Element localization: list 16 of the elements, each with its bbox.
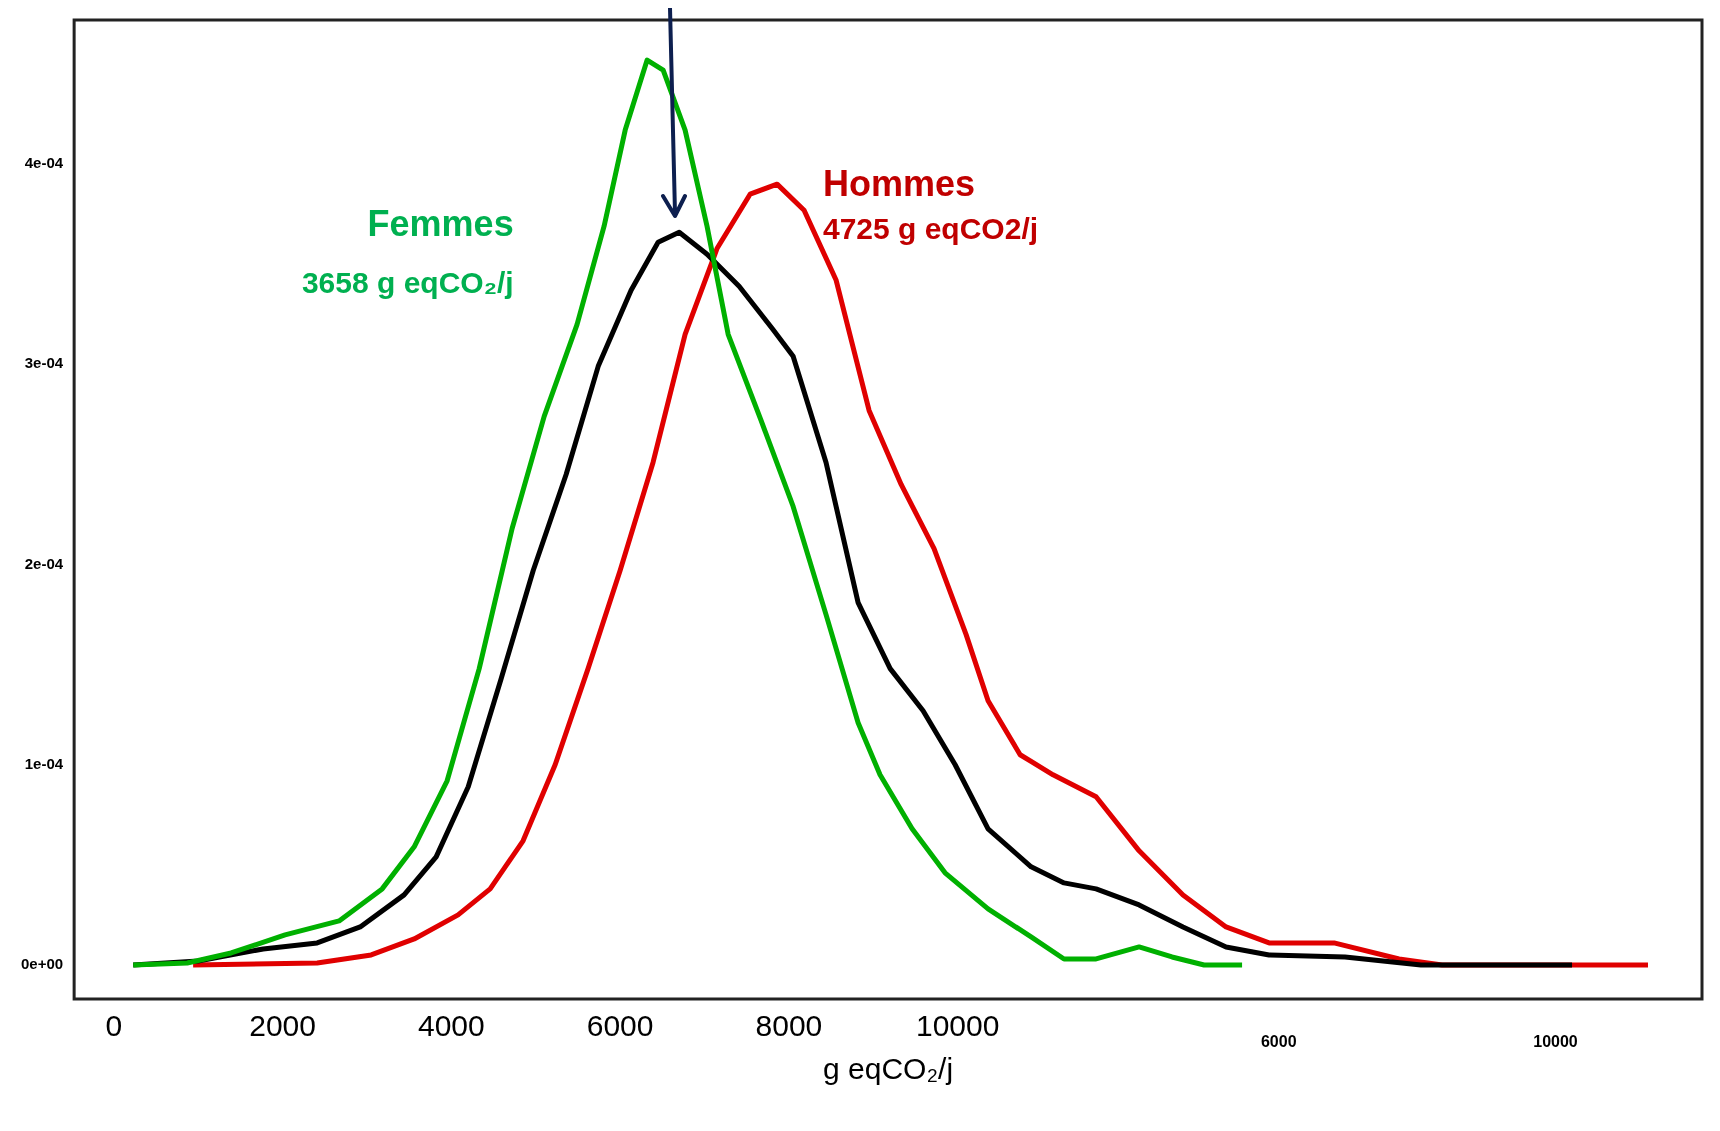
- annotation: 4725 g eqCO2/j: [822, 211, 1039, 245]
- y-tick-label: 0e+00: [20, 955, 64, 973]
- annotation: Femmes: [367, 202, 514, 244]
- x-tick-label: 2000: [249, 1009, 316, 1043]
- y-tick-label: 4e-04: [24, 154, 64, 172]
- y-tick-label: 2e-04: [24, 554, 64, 572]
- x-tick-label: 6000: [586, 1009, 654, 1043]
- y-tick-label: 3e-04: [24, 354, 64, 372]
- annotation: Hommes: [822, 163, 976, 205]
- x-axis-title: g eqCO₂/j: [823, 1052, 954, 1086]
- annotation: 3658 g eqCO₂/j: [301, 265, 514, 299]
- x-tick-label: 0: [105, 1009, 123, 1043]
- x-tick-label: 8000: [755, 1009, 823, 1043]
- x-tick-label: 4000: [417, 1009, 485, 1043]
- y-tick-label: 1e-04: [24, 754, 64, 772]
- x-tick-label: 10000: [915, 1009, 1000, 1043]
